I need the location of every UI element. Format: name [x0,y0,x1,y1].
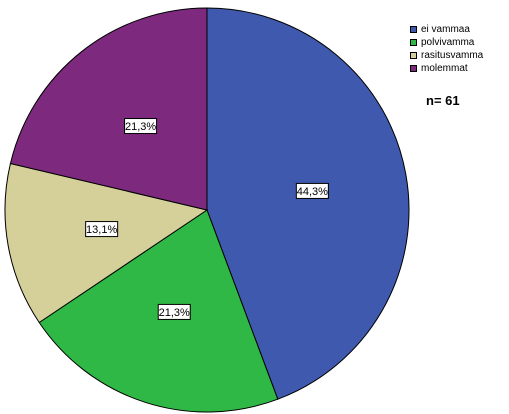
legend-item-polvivamma: polvivamma [410,36,483,49]
data-label-text: 13,1% [86,224,117,236]
sample-size-annotation: n= 61 [426,93,460,108]
legend-label: rasitusvamma [421,50,484,61]
data-label-text: 21,3% [125,121,156,133]
data-label-box [124,118,158,135]
legend-label: polvivamma [421,37,475,48]
pie-slice-rasitusvamma [4,162,209,324]
legend-label: molemmat [421,63,468,74]
pie-slice-molemmat [9,7,208,211]
legend-swatch [410,65,417,72]
legend-item-molemmat: molemmat [410,62,483,75]
legend-label: ei vammaa [421,24,470,35]
legend-item-rasitusvamma: rasitusvamma [410,49,483,62]
data-label-box [295,182,329,199]
data-label: 13,1% [85,221,119,238]
pie-slices [4,7,410,413]
legend-swatch [410,26,417,33]
legend-item-ei-vammaa: ei vammaa [410,23,483,36]
legend: ei vammaa polvivamma rasitusvamma molemm… [410,23,483,75]
data-label: 21,3% [157,303,191,320]
data-label: 21,3% [124,118,158,135]
data-label: 44,3% [295,182,329,199]
pie-data-labels: 44,3% 21,3% 13,1% 21,3% [85,118,329,320]
data-label-text: 21,3% [159,307,190,319]
legend-swatch [410,52,417,59]
data-label-text: 44,3% [297,186,328,198]
legend-swatch [410,39,417,46]
pie-slice-ei-vammaa [206,7,410,400]
data-label-box [85,221,119,238]
data-label-box [157,303,191,320]
